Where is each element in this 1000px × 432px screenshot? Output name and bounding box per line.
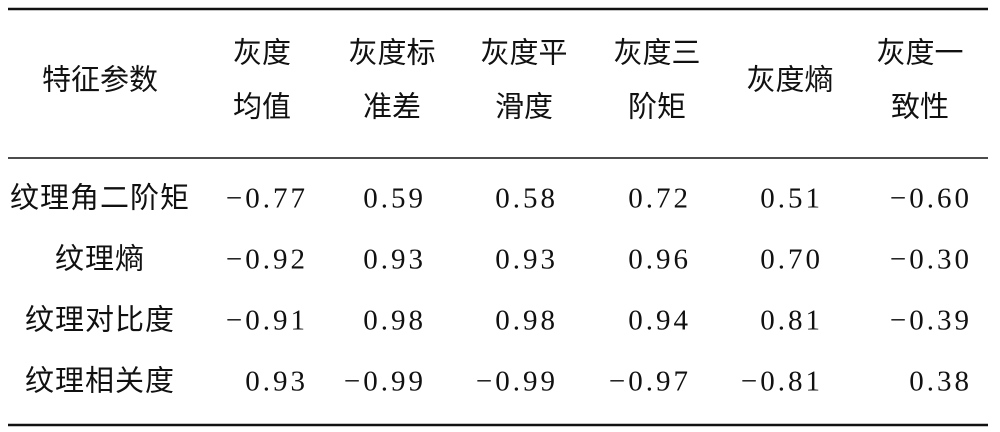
cell-value: −0.99 <box>344 366 426 398</box>
cell-value: −0.60 <box>890 183 972 215</box>
cell-value: −0.39 <box>890 305 972 337</box>
header-cell: 灰度标 <box>348 37 435 70</box>
cell-value: 0.98 <box>495 305 558 337</box>
cell-value: −0.30 <box>890 244 972 276</box>
header-cell: 灰度 <box>233 37 291 70</box>
cell-value: 0.96 <box>628 244 691 276</box>
cell-value: −0.81 <box>741 366 823 398</box>
cell-value: 0.51 <box>760 183 823 215</box>
header-cell: 致性 <box>891 91 949 124</box>
header-cell: 灰度熵 <box>746 64 833 97</box>
header-cell: 灰度平 <box>480 37 567 70</box>
header-cell: 滑度 <box>495 91 553 124</box>
cell-value: 0.93 <box>245 366 308 398</box>
cell-value: −0.97 <box>609 366 691 398</box>
header-cell: 准差 <box>363 91 421 124</box>
cell-value: 0.38 <box>909 366 972 398</box>
cell-value: 0.59 <box>363 183 426 215</box>
cell-value: −0.99 <box>476 366 558 398</box>
cell-value: 0.94 <box>628 305 691 337</box>
cell-value: −0.92 <box>226 244 308 276</box>
cell-value: 0.72 <box>628 183 691 215</box>
cell-value: −0.91 <box>226 305 308 337</box>
header-cell: 特征参数 <box>42 64 158 97</box>
cell-value: 0.58 <box>495 183 558 215</box>
header-cell: 灰度三 <box>613 37 700 70</box>
row-label: 纹理熵 <box>55 243 145 276</box>
cell-value: 0.70 <box>760 244 823 276</box>
header-cell: 阶矩 <box>628 91 686 124</box>
header-cell: 灰度一 <box>876 37 963 70</box>
row-label: 纹理角二阶矩 <box>10 182 190 215</box>
header-cell: 均值 <box>233 91 291 124</box>
row-label: 纹理对比度 <box>25 304 175 337</box>
cell-value: −0.77 <box>226 183 308 215</box>
cell-value: 0.93 <box>495 244 558 276</box>
cell-value: 0.81 <box>760 305 823 337</box>
row-label: 纹理相关度 <box>25 365 175 398</box>
cell-value: 0.93 <box>363 244 426 276</box>
cell-value: 0.98 <box>363 305 426 337</box>
